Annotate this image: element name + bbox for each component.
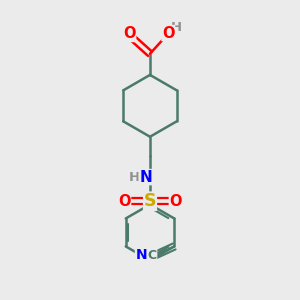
Text: S: S [144, 192, 156, 210]
Text: C: C [148, 249, 157, 262]
Text: O: O [123, 26, 136, 41]
Text: H: H [170, 21, 182, 34]
Text: O: O [162, 26, 175, 40]
Text: N: N [139, 169, 152, 184]
Text: H: H [129, 171, 140, 184]
Text: N: N [135, 248, 147, 262]
Text: O: O [118, 194, 130, 209]
Text: O: O [169, 194, 182, 209]
